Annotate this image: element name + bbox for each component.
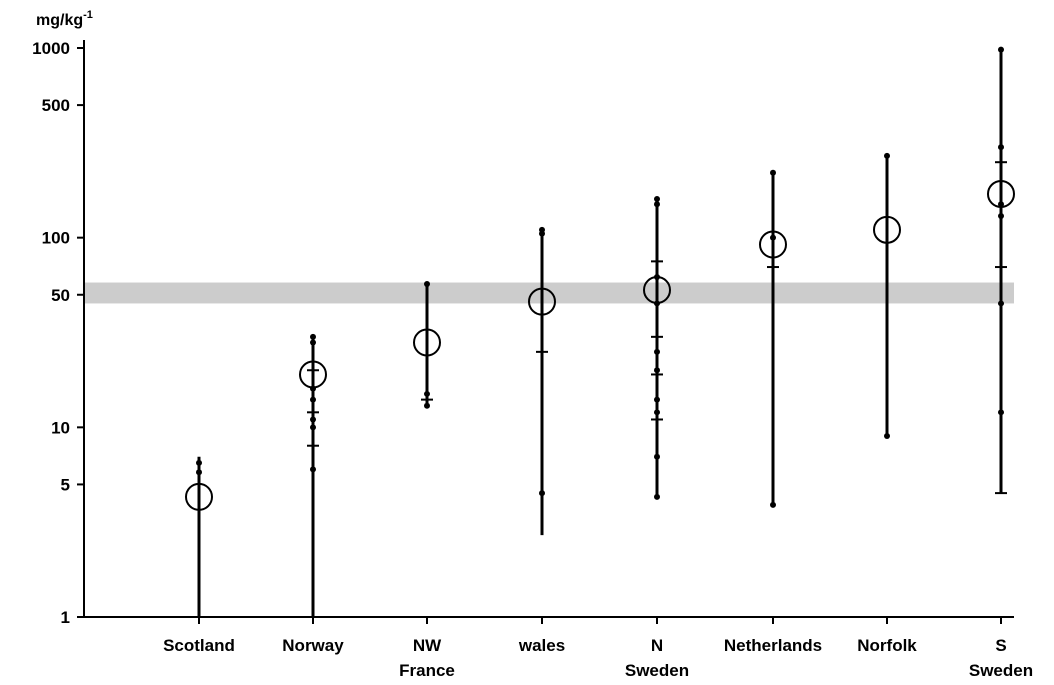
points-group	[196, 46, 1007, 508]
means-group	[185, 179, 1015, 511]
y-tick-label: 5	[61, 475, 70, 494]
x-tick-label: S	[995, 636, 1006, 655]
y-ticks-group: 1 5 10 50 100 500 1000	[32, 39, 84, 627]
mean-marker	[643, 275, 671, 304]
y-axis-unit: mg/kg	[36, 12, 83, 29]
sample-point	[654, 367, 660, 374]
y-axis-unit-superscript: -1	[83, 9, 93, 21]
sample-point	[770, 234, 776, 241]
sample-point	[998, 46, 1004, 53]
sample-point	[539, 230, 545, 237]
sample-point	[310, 333, 316, 340]
x-tick-label: Netherlands	[724, 636, 822, 655]
sample-point	[424, 402, 430, 409]
sample-point	[998, 144, 1004, 151]
x-tick-label: wales	[518, 636, 565, 655]
mean-marker	[873, 215, 901, 244]
sample-point	[196, 459, 202, 466]
sample-point	[654, 195, 660, 202]
sample-point	[884, 433, 890, 440]
y-tick-label: 500	[42, 96, 70, 115]
mean-marker	[759, 230, 787, 259]
x-tick-label: NW	[413, 636, 442, 655]
x-ticks-group: Scotland Norway NW France wales N Sweden Nether…	[163, 617, 1033, 680]
sample-point	[310, 416, 316, 423]
sample-point	[310, 424, 316, 431]
y-tick-label: 1000	[32, 39, 70, 58]
sample-point	[770, 169, 776, 176]
sample-point	[998, 201, 1004, 208]
sample-point	[654, 493, 660, 500]
sample-point	[998, 213, 1004, 220]
sample-point	[654, 201, 660, 208]
x-tick-label: France	[399, 661, 455, 680]
mean-marker	[185, 482, 213, 511]
sample-point	[654, 396, 660, 403]
x-tick-label: N	[651, 636, 663, 655]
y-tick-label: 100	[42, 229, 70, 248]
y-tick-label: 50	[51, 286, 70, 305]
x-tick-label: Norfolk	[857, 636, 917, 655]
x-tick-label: Norway	[282, 636, 344, 655]
sample-point	[424, 390, 430, 397]
sample-point	[654, 409, 660, 416]
sample-point	[539, 490, 545, 497]
sample-point	[654, 453, 660, 460]
y-tick-label: 10	[51, 418, 70, 437]
mean-marker	[299, 360, 327, 389]
sample-point	[310, 339, 316, 346]
sample-point	[654, 348, 660, 355]
x-tick-label: Scotland	[163, 636, 235, 655]
sample-point	[310, 466, 316, 473]
x-tick-label: Sweden	[969, 661, 1033, 680]
mean-marker	[528, 287, 556, 316]
y-axis-label: mg/kg-1	[36, 9, 93, 29]
sample-point	[310, 396, 316, 403]
sample-point	[998, 409, 1004, 416]
whiskers-group	[197, 49, 1003, 617]
sample-point	[424, 280, 430, 287]
sample-point	[884, 152, 890, 159]
sample-point	[998, 300, 1004, 307]
mean-marker	[413, 328, 441, 357]
y-tick-label: 1	[61, 608, 70, 627]
reference-band	[85, 282, 1014, 304]
mean-marker	[987, 179, 1015, 208]
x-tick-label: Sweden	[625, 661, 689, 680]
sample-point	[770, 501, 776, 508]
sample-point	[196, 469, 202, 476]
